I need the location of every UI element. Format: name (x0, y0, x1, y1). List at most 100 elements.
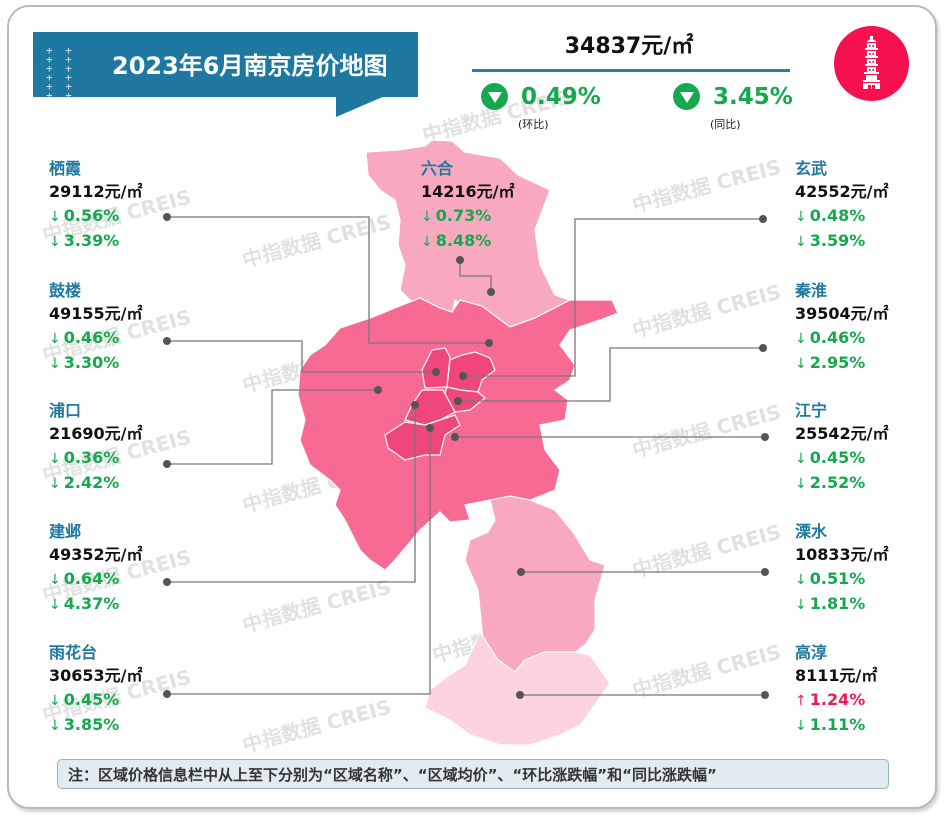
district-mom: ↓ 0.36% (49, 448, 120, 467)
region-main (297, 297, 619, 571)
district-price: 14216元/㎡ (421, 182, 515, 201)
district-price: 30653元/㎡ (49, 666, 143, 685)
city-yoy-label: (同比) (710, 118, 741, 131)
district-yoy: ↓ 3.59% (795, 231, 866, 250)
district-yoy: ↓ 4.37% (49, 594, 120, 613)
district-name: 秦淮 (795, 281, 828, 300)
logo-badge (834, 26, 909, 101)
district-qinhuai: 秦淮 39504元/㎡ ↓ 0.46% ↓ 2.95% (795, 280, 946, 376)
down-arrow-icon: ↓ (49, 572, 61, 588)
district-name: 六合 (421, 159, 454, 178)
city-mom-change: 0.49% (481, 83, 601, 110)
connector-qinhuai (458, 347, 763, 402)
down-arrow-icon: ↓ (795, 356, 807, 372)
down-arrow-icon: ↓ (49, 597, 61, 613)
district-mom: ↓ 0.51% (795, 569, 866, 588)
district-name: 溧水 (795, 522, 828, 541)
down-arrow-icon: ↓ (795, 451, 807, 467)
district-name: 浦口 (49, 401, 82, 420)
district-mom: ↑ 1.24% (795, 690, 866, 709)
decor-dots-icon: + + + + + + + + + + + + + + + + (46, 44, 75, 120)
connector-xuanwu (463, 218, 763, 377)
district-name: 建邺 (49, 522, 82, 541)
district-yoy: ↓ 3.39% (49, 231, 120, 250)
district-yoy: ↓ 3.30% (49, 353, 120, 372)
down-triangle-icon (481, 83, 508, 110)
district-mom: ↓ 0.45% (795, 448, 866, 467)
district-price: 42552元/㎡ (795, 182, 889, 201)
district-jianye: 建邺 49352元/㎡ ↓ 0.64% ↓ 4.37% (49, 521, 209, 617)
district-pukou: 浦口 21690元/㎡ ↓ 0.36% ↓ 2.42% (49, 400, 209, 496)
connector-yuhuatai (167, 428, 431, 695)
district-name: 高淳 (795, 643, 828, 662)
down-arrow-icon: ↓ (795, 572, 807, 588)
pagoda-icon (863, 36, 880, 89)
up-arrow-icon: ↑ (795, 693, 807, 709)
district-mom: ↓ 0.56% (49, 206, 120, 225)
district-yoy: ↓ 2.42% (49, 473, 120, 492)
district-name: 栖霞 (49, 159, 82, 178)
title-banner: + + + + + + + + + + + + + + + + 2023年6月南京房价… (33, 32, 418, 120)
city-mom-label: (环比) (518, 118, 549, 131)
connector-jianye (167, 405, 416, 583)
down-arrow-icon: ↓ (49, 476, 61, 492)
district-liuhe: 六合 14216元/㎡ ↓ 0.73% ↓ 8.48% (421, 158, 581, 254)
down-arrow-icon: ↓ (421, 209, 433, 225)
district-yoy: ↓ 2.52% (795, 473, 866, 492)
banner-tail (336, 96, 385, 117)
district-jiangning: 江宁 25542元/㎡ ↓ 0.45% ↓ 2.52% (795, 400, 946, 496)
district-name: 江宁 (795, 401, 828, 420)
connector-liuhe (459, 260, 492, 292)
city-yoy-value: 3.45% (713, 83, 793, 110)
district-price: 49155元/㎡ (49, 304, 143, 323)
down-arrow-icon: ↓ (795, 597, 807, 613)
page-title: 2023年6月南京房价地图 (112, 52, 388, 80)
down-arrow-icon: ↓ (795, 476, 807, 492)
city-yoy-change: 3.45% (673, 83, 793, 110)
down-triangle-icon (673, 83, 700, 110)
district-yoy: ↓ 3.85% (49, 715, 120, 734)
down-arrow-icon: ↓ (795, 234, 807, 250)
down-arrow-icon: ↓ (49, 718, 61, 734)
district-xuanwu: 玄武 42552元/㎡ ↓ 0.48% ↓ 3.59% (795, 158, 946, 254)
down-arrow-icon: ↓ (421, 234, 433, 250)
down-arrow-icon: ↓ (795, 331, 807, 347)
down-arrow-icon: ↓ (795, 718, 807, 734)
connector-qixia (167, 216, 489, 344)
district-price: 39504元/㎡ (795, 304, 889, 323)
down-arrow-icon: ↓ (49, 331, 61, 347)
down-arrow-icon: ↓ (49, 451, 61, 467)
connector-pukou (167, 389, 378, 465)
district-yoy: ↓ 1.81% (795, 594, 866, 613)
down-arrow-icon: ↓ (795, 209, 807, 225)
district-yoy: ↓ 1.11% (795, 715, 866, 734)
connector-gulou (167, 340, 436, 373)
district-name: 玄武 (795, 159, 828, 178)
district-mom: ↓ 0.46% (795, 328, 866, 347)
district-price: 29112元/㎡ (49, 182, 143, 201)
district-price: 8111元/㎡ (795, 666, 878, 685)
down-arrow-icon: ↓ (49, 209, 61, 225)
district-gaochun: 高淳 8111元/㎡ ↑ 1.24% ↓ 1.11% (795, 642, 946, 738)
region-yuhuatai (384, 414, 461, 461)
down-arrow-icon: ↓ (49, 234, 61, 250)
district-price: 49352元/㎡ (49, 545, 143, 564)
district-mom: ↓ 0.45% (49, 690, 120, 709)
district-qixia: 栖霞 29112元/㎡ ↓ 0.56% ↓ 3.39% (49, 158, 209, 254)
district-name: 鼓楼 (49, 281, 82, 300)
district-name: 雨花台 (49, 643, 98, 662)
district-yoy: ↓ 8.48% (421, 231, 492, 250)
district-price: 21690元/㎡ (49, 424, 143, 443)
legend-note: 注：区域价格信息栏中从上至下分别为“区域名称”、“区域均价”、“环比涨跌幅”和“… (57, 759, 889, 789)
district-price: 25542元/㎡ (795, 424, 889, 443)
district-yoy: ↓ 2.95% (795, 353, 866, 372)
district-mom: ↓ 0.48% (795, 206, 866, 225)
district-yuhuatai: 雨花台 30653元/㎡ ↓ 0.45% ↓ 3.85% (49, 642, 209, 738)
city-mom-value: 0.49% (521, 83, 601, 110)
district-price: 10833元/㎡ (795, 545, 889, 564)
city-avg-price: 34837元/㎡ (564, 34, 694, 59)
region-gaochun (424, 630, 611, 746)
district-mom: ↓ 0.64% (49, 569, 120, 588)
district-gulou: 鼓楼 49155元/㎡ ↓ 0.46% ↓ 3.30% (49, 280, 209, 376)
